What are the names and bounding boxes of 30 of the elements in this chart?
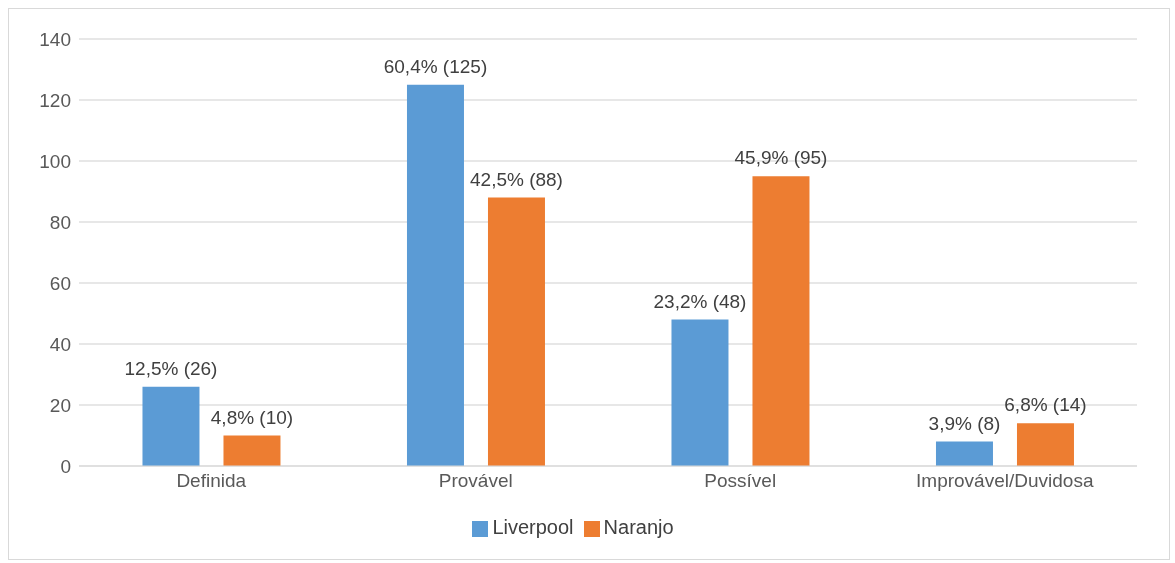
bar (142, 386, 200, 466)
y-tick-label: 20 (49, 394, 71, 416)
bar (1016, 423, 1074, 466)
data-label: 45,9% (95) (734, 147, 828, 169)
data-label: 60,4% (125) (383, 55, 488, 77)
bar (223, 435, 281, 466)
y-tick-label: 140 (39, 28, 71, 50)
bar (935, 441, 993, 466)
y-tick-label: 80 (49, 211, 71, 233)
y-tick-label: 60 (49, 272, 71, 294)
legend-label: Naranjo (603, 516, 674, 538)
x-tick-label: Improvável/Duvidosa (916, 470, 1094, 492)
legend-label: Liverpool (492, 516, 574, 538)
bar (752, 176, 810, 466)
data-label: 23,2% (48) (653, 290, 747, 312)
x-tick-label: Provável (438, 470, 513, 492)
x-tick-label: Possível (704, 470, 777, 492)
data-label: 6,8% (14) (1004, 394, 1087, 416)
bar (671, 319, 729, 466)
data-label: 12,5% (26) (124, 357, 218, 379)
x-tick-label: Definida (176, 470, 247, 492)
bar (406, 84, 464, 466)
bar (487, 197, 545, 466)
data-label: 42,5% (88) (470, 168, 563, 190)
y-tick-label: 100 (39, 150, 71, 172)
data-label: 3,9% (8) (928, 412, 1001, 434)
y-tick-label: 0 (60, 455, 71, 477)
y-tick-label: 40 (49, 333, 71, 355)
data-label: 4,8% (10) (210, 406, 294, 428)
y-tick-label: 120 (39, 89, 71, 111)
